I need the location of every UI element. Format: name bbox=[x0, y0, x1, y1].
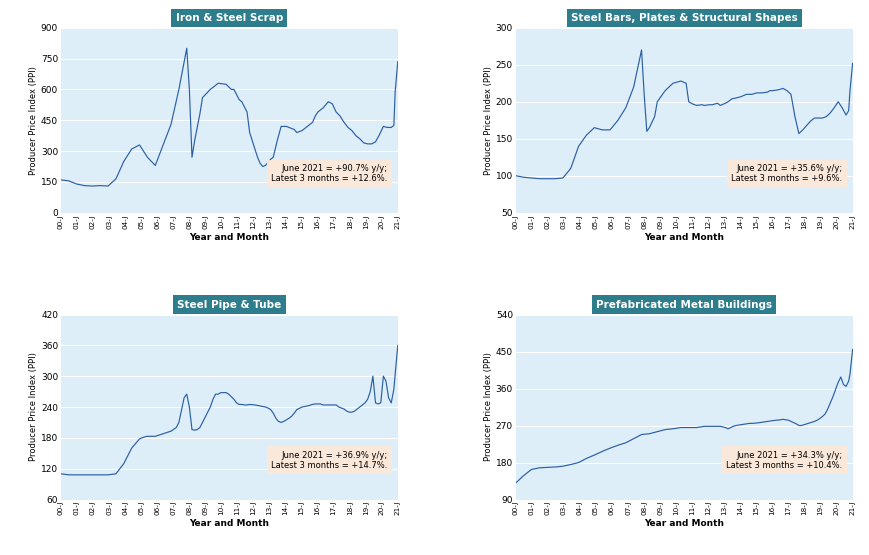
X-axis label: Year and Month: Year and Month bbox=[643, 519, 723, 528]
Title: Iron & Steel Scrap: Iron & Steel Scrap bbox=[176, 13, 282, 23]
X-axis label: Year and Month: Year and Month bbox=[189, 233, 269, 241]
X-axis label: Year and Month: Year and Month bbox=[189, 519, 269, 528]
Y-axis label: Producer Price Index (PPI): Producer Price Index (PPI) bbox=[29, 66, 38, 175]
Title: Prefabricated Metal Buildings: Prefabricated Metal Buildings bbox=[595, 300, 772, 310]
Text: June 2021 = +36.9% y/y;
Latest 3 months = +14.7%.: June 2021 = +36.9% y/y; Latest 3 months … bbox=[271, 451, 388, 470]
Y-axis label: Producer Price Index (PPI): Producer Price Index (PPI) bbox=[483, 352, 493, 461]
X-axis label: Year and Month: Year and Month bbox=[643, 233, 723, 241]
Text: June 2021 = +90.7% y/y;
Latest 3 months = +12.6%.: June 2021 = +90.7% y/y; Latest 3 months … bbox=[271, 164, 388, 183]
Y-axis label: Producer Price Index (PPI): Producer Price Index (PPI) bbox=[29, 352, 38, 461]
Y-axis label: Producer Price Index (PPI): Producer Price Index (PPI) bbox=[483, 66, 493, 175]
Title: Steel Bars, Plates & Structural Shapes: Steel Bars, Plates & Structural Shapes bbox=[570, 13, 797, 23]
Title: Steel Pipe & Tube: Steel Pipe & Tube bbox=[177, 300, 282, 310]
Text: June 2021 = +35.6% y/y;
Latest 3 months = +9.6%.: June 2021 = +35.6% y/y; Latest 3 months … bbox=[731, 164, 841, 183]
Text: June 2021 = +34.3% y/y;
Latest 3 months = +10.4%.: June 2021 = +34.3% y/y; Latest 3 months … bbox=[726, 451, 841, 470]
